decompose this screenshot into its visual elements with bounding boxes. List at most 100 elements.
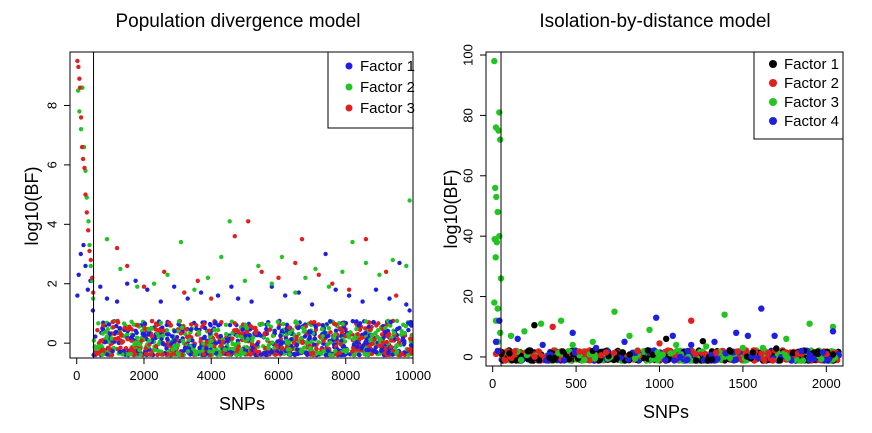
data-point: [494, 305, 501, 312]
data-point: [493, 239, 500, 246]
cloud-point: [185, 349, 191, 354]
cloud-point: [354, 326, 359, 332]
data-point: [162, 269, 167, 274]
data-point: [87, 242, 92, 248]
data-point: [491, 299, 498, 306]
data-point: [576, 348, 583, 355]
chart-right-xtick-label: 500: [565, 376, 587, 391]
data-point: [611, 308, 618, 315]
cloud-point: [333, 322, 338, 327]
cloud-point: [356, 323, 361, 328]
cloud-point: [755, 354, 762, 362]
data-point: [673, 341, 680, 349]
cloud-point: [359, 346, 364, 351]
cloud-point: [379, 348, 384, 354]
cloud-point: [371, 319, 376, 325]
data-point: [363, 237, 369, 242]
chart-right-legend-label: Factor 4: [784, 113, 839, 130]
cloud-point: [125, 337, 130, 342]
data-point: [79, 144, 85, 150]
data-point: [198, 290, 204, 295]
data-point: [699, 338, 707, 345]
cloud-point: [337, 350, 342, 356]
data-point: [814, 350, 822, 358]
chart-left-xtick-label: 2000: [130, 368, 159, 383]
chart-right-xtick-label: 1500: [728, 376, 757, 391]
cloud-point: [560, 357, 568, 364]
cloud-point: [184, 334, 190, 340]
cloud-point: [327, 352, 333, 357]
cloud-point: [340, 321, 345, 327]
cloud-point: [294, 342, 300, 348]
data-point: [744, 332, 752, 339]
cloud-point: [105, 352, 110, 357]
cloud-point: [311, 342, 317, 347]
data-point: [644, 347, 651, 354]
chart-right-x-axis: 0 500 1000 1500 2000: [489, 366, 841, 391]
cloud-point: [222, 347, 227, 352]
cloud-point: [341, 343, 346, 349]
cloud-point: [179, 352, 185, 358]
data-point: [669, 332, 676, 339]
cloud-point: [277, 339, 282, 344]
cloud-point: [201, 352, 207, 357]
data-point: [496, 317, 503, 324]
cloud-point: [373, 345, 378, 350]
cloud-point: [726, 354, 734, 362]
data-point: [829, 328, 837, 335]
cloud-point: [131, 322, 136, 327]
cloud-point: [295, 325, 301, 331]
cloud-point: [243, 322, 248, 328]
cloud-point: [227, 322, 233, 328]
cloud-point: [204, 346, 209, 351]
data-point: [688, 341, 695, 349]
cloud-point: [255, 341, 260, 347]
cloud-point: [395, 326, 400, 332]
data-point: [158, 299, 163, 304]
data-point: [531, 322, 538, 329]
chart-right-ytick-label: 100: [460, 44, 475, 66]
data-point: [82, 165, 87, 171]
cloud-point: [613, 355, 620, 362]
cloud-point: [223, 332, 229, 337]
cloud-point: [328, 330, 333, 335]
cloud-point: [164, 346, 169, 351]
chart-right-ytick-label: 80: [460, 108, 475, 122]
cloud-point: [197, 331, 202, 336]
data-point: [283, 293, 288, 298]
data-point: [75, 58, 80, 64]
data-point: [407, 198, 412, 203]
cloud-point: [332, 335, 337, 340]
cloud-point: [714, 355, 721, 362]
cloud-point: [169, 334, 175, 339]
cloud-point: [304, 340, 310, 345]
data-point: [494, 208, 501, 216]
data-point: [165, 272, 170, 277]
cloud-point: [769, 357, 776, 364]
cloud-point: [175, 342, 181, 348]
data-point: [242, 278, 248, 283]
data-point: [404, 263, 409, 269]
cloud-point: [206, 328, 212, 333]
cloud-point: [402, 331, 408, 336]
chart-left-xtick-label: 8000: [331, 368, 360, 383]
data-point: [373, 287, 379, 292]
cloud-point: [221, 350, 226, 355]
cloud-point: [276, 325, 281, 330]
cloud-point: [239, 334, 244, 340]
cloud-point: [232, 328, 237, 333]
cloud-point: [208, 323, 213, 328]
cloud-point: [279, 329, 284, 334]
chart-right-xlabel: SNPs: [643, 402, 689, 422]
cloud-point: [386, 350, 391, 356]
cloud-point: [105, 327, 111, 332]
cloud-point: [142, 321, 147, 326]
chart-left-legend-box: [327, 51, 414, 129]
cloud-point: [104, 334, 110, 339]
cloud-point: [274, 343, 279, 348]
cloud-point: [109, 336, 114, 341]
cloud-point: [218, 333, 223, 339]
cloud-point: [351, 337, 356, 342]
chart-right-legend-label: Factor 2: [784, 75, 839, 92]
cloud-point: [316, 322, 321, 327]
